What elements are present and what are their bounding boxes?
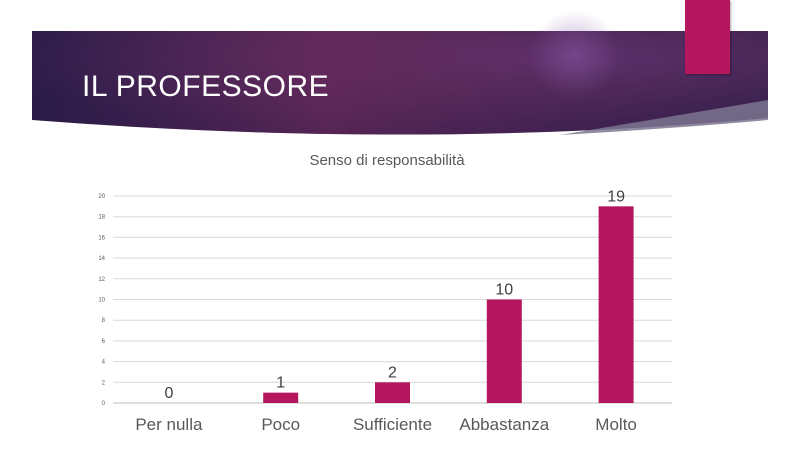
x-tick-label: Abbastanza <box>459 415 549 434</box>
y-tick-label: 20 <box>98 194 105 200</box>
x-tick-label: Sufficiente <box>353 415 432 434</box>
data-label: 10 <box>495 282 513 299</box>
bar <box>263 392 299 403</box>
y-tick-label: 2 <box>102 380 106 386</box>
y-tick-label: 6 <box>102 339 106 345</box>
accent-tab <box>685 0 730 74</box>
x-tick-label: Per nulla <box>135 415 203 434</box>
chart-title: Senso di responsabilità <box>309 152 465 169</box>
y-tick-label: 10 <box>98 298 105 304</box>
x-tick-label: Poco <box>261 415 300 434</box>
y-tick-label: 4 <box>102 360 106 366</box>
bar <box>375 382 410 403</box>
y-tick-label: 14 <box>98 256 105 262</box>
bar <box>598 206 634 403</box>
bar <box>486 299 522 403</box>
data-label: 0 <box>164 385 173 402</box>
y-tick-label: 0 <box>102 401 106 407</box>
slide-title: IL PROFESSORE <box>82 70 330 103</box>
y-tick-label: 16 <box>98 235 105 241</box>
y-tick-label: 12 <box>98 277 105 283</box>
y-tick-label: 18 <box>98 215 105 221</box>
data-label: 19 <box>607 188 625 205</box>
title-banner <box>32 10 768 135</box>
data-label: 1 <box>276 375 285 392</box>
x-tick-label: Molto <box>595 415 637 434</box>
data-label: 2 <box>388 364 397 381</box>
y-tick-label: 8 <box>102 318 106 324</box>
